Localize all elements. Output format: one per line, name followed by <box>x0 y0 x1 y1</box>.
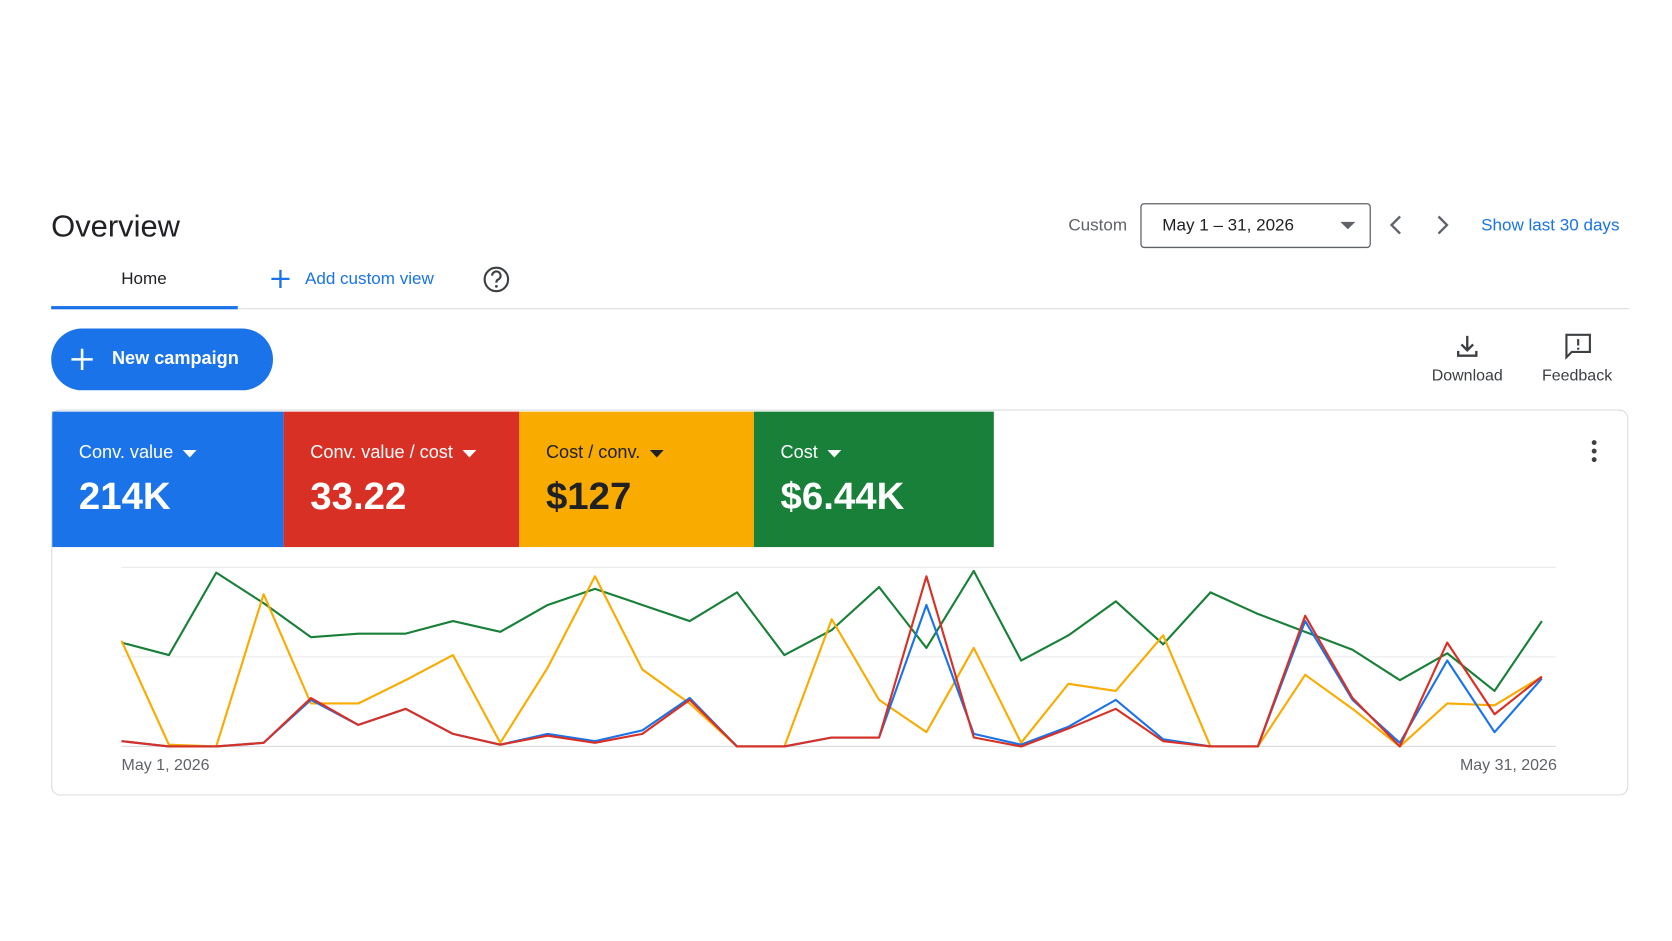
page-title: Overview <box>51 208 180 243</box>
home-tab[interactable]: Home <box>121 269 166 288</box>
series-line <box>121 575 1543 748</box>
feedback-label[interactable]: Feedback <box>1542 368 1613 385</box>
x-tick-label: May 1, 2026 <box>122 757 210 774</box>
metric-card[interactable] <box>519 411 754 548</box>
metric-name[interactable]: Cost / conv. <box>546 442 640 462</box>
add-custom-view[interactable]: Add custom view <box>305 269 435 288</box>
feedback-icon[interactable] <box>1565 333 1591 360</box>
tab-indicator <box>51 306 238 310</box>
help-circle[interactable] <box>483 266 510 293</box>
metric-card[interactable] <box>283 411 520 548</box>
help-icon[interactable] <box>483 266 510 293</box>
menu-dot[interactable] <box>1591 457 1597 463</box>
metric-cards: Conv. value 214K Conv. value / cost 33.22 Co… <box>52 411 994 548</box>
metric-total[interactable]: 33.22 <box>310 475 406 518</box>
metric-dropdown[interactable] <box>462 450 477 458</box>
metric-name[interactable]: Conv. value / cost <box>310 442 453 462</box>
date-picker[interactable]: May 1 – 31, 2026 <box>1140 203 1371 249</box>
download-label[interactable]: Download <box>1432 368 1503 385</box>
series-line <box>121 569 1543 692</box>
range-label: Custom <box>1068 216 1127 235</box>
metric-dropdown[interactable] <box>827 450 842 458</box>
button-bg[interactable] <box>51 328 273 391</box>
metric-total[interactable]: $6.44K <box>781 475 905 518</box>
help-dot[interactable] <box>494 284 498 288</box>
metric-total[interactable]: $127 <box>546 475 631 518</box>
metric-dropdown[interactable] <box>649 450 664 458</box>
metric-dropdown[interactable] <box>182 450 197 458</box>
help-mark[interactable] <box>491 270 502 283</box>
dropdown-arrow[interactable] <box>1340 221 1356 230</box>
download-icon[interactable] <box>1457 335 1478 357</box>
plot: May 1, 2026 May 31, 2026 <box>120 566 1557 774</box>
date-box[interactable] <box>1140 203 1371 249</box>
metric-name[interactable]: Cost <box>781 442 818 462</box>
menu-dot[interactable] <box>1591 440 1597 446</box>
date-value[interactable]: May 1 – 31, 2026 <box>1162 216 1294 235</box>
prev-button[interactable] <box>1389 215 1401 235</box>
next-button[interactable] <box>1437 215 1449 235</box>
download-button[interactable]: Download <box>1432 335 1503 385</box>
metric-card[interactable] <box>753 411 994 548</box>
plus-icon[interactable] <box>71 348 93 371</box>
series-line <box>120 575 1543 748</box>
metric-card[interactable] <box>52 411 284 548</box>
x-tick-label: May 31, 2026 <box>1460 757 1557 774</box>
button-label[interactable]: New campaign <box>112 348 239 368</box>
feedback-button[interactable]: Feedback <box>1542 333 1613 385</box>
new-campaign-button[interactable]: New campaign <box>51 328 273 391</box>
menu-dot[interactable] <box>1591 448 1597 454</box>
more-menu[interactable] <box>1591 440 1597 463</box>
show-last-30-link[interactable]: Show last 30 days <box>1481 216 1619 235</box>
metric-total[interactable]: 214K <box>79 475 171 518</box>
add-icon[interactable] <box>271 269 290 288</box>
metric-name[interactable]: Conv. value <box>79 442 173 462</box>
